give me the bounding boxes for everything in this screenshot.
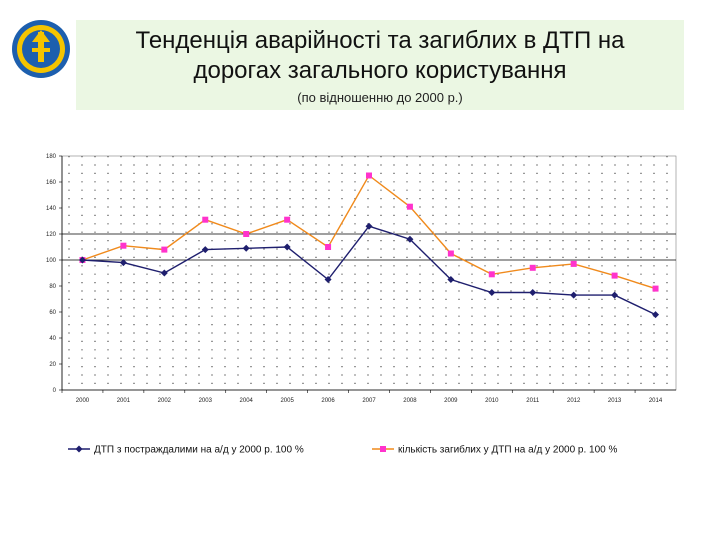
data-point-square (652, 285, 659, 292)
data-point-square (325, 244, 332, 250)
data-point-square (570, 260, 577, 267)
data-point-diamond (75, 445, 83, 453)
x-tick-label: 2011 (526, 398, 540, 404)
data-point-diamond (242, 244, 250, 252)
data-point-square (243, 231, 250, 237)
y-tick-label: 40 (49, 336, 56, 342)
data-point-diamond (611, 291, 619, 299)
data-point-square (120, 242, 127, 249)
x-tick-label: 2007 (362, 398, 376, 404)
y-tick-label: 120 (46, 232, 57, 238)
data-point-square (611, 272, 618, 279)
x-tick-label: 2002 (158, 398, 172, 404)
data-point-square (488, 271, 495, 278)
legend-label: ДТП з постраждалими на а/д у 2000 р. 100… (94, 445, 304, 456)
x-tick-label: 2001 (117, 398, 131, 404)
chart-legend: ДТП з постраждалими на а/д у 2000 р. 100… (68, 444, 617, 456)
page-title-line1: Тенденція аварійності та загиблих в ДТП … (135, 27, 625, 54)
data-point-diamond (78, 256, 86, 264)
data-point-diamond (406, 235, 414, 243)
y-tick-label: 100 (46, 258, 57, 264)
y-tick-label: 140 (46, 206, 57, 212)
tick-labels: 0 20 40 60 80 100 120 140 160 180 2000 2001 2002 2003… (46, 154, 663, 404)
data-point-square (380, 446, 386, 452)
x-tick-label: 2005 (280, 398, 294, 404)
data-point-diamond (570, 291, 578, 299)
plot-area (61, 155, 677, 391)
title-panel: Тенденція аварійності та загиблих в ДТП … (76, 20, 684, 110)
x-tick-label: 2008 (403, 398, 417, 404)
chart-series (78, 172, 660, 319)
x-tick-label: 2010 (485, 398, 499, 404)
x-tick-label: 2012 (567, 398, 581, 404)
data-point-square (447, 250, 454, 257)
y-tick-label: 0 (53, 388, 57, 394)
x-tick-label: 2000 (76, 398, 90, 404)
data-point-square (366, 172, 372, 179)
x-tick-label: 2003 (199, 398, 213, 404)
data-point-diamond (488, 289, 496, 296)
x-tick-label: 2004 (240, 398, 254, 404)
data-point-square (284, 216, 291, 223)
data-point-diamond (160, 269, 168, 277)
plot-frame (61, 155, 677, 391)
road-agency-emblem-icon (12, 20, 70, 78)
legend-label: кількість загиблих у ДТП на а/д у 2000 р… (398, 444, 617, 456)
data-point-diamond (652, 311, 660, 319)
y-tick-label: 20 (49, 362, 56, 368)
x-tick-label: 2006 (321, 398, 335, 404)
data-point-diamond (447, 276, 455, 283)
data-point-diamond (365, 222, 373, 230)
data-point-square (406, 203, 413, 210)
data-point-diamond (283, 243, 291, 251)
page-title-line2: дорогах загального користування (193, 57, 567, 84)
y-tick-label: 160 (46, 180, 57, 186)
data-point-diamond (324, 276, 332, 283)
x-tick-label: 2013 (608, 398, 622, 404)
data-point-square (202, 216, 209, 223)
y-tick-label: 60 (49, 310, 56, 316)
data-point-square (161, 246, 168, 253)
data-point-diamond (119, 259, 127, 267)
trend-line-chart: 0 20 40 60 80 100 120 140 160 180 2000 2001 2002 2003… (46, 154, 677, 456)
y-tick-label: 180 (46, 154, 57, 160)
chart-axes (59, 155, 676, 393)
data-point-diamond (201, 246, 209, 254)
road-agency-logo (10, 18, 72, 80)
x-tick-label: 2014 (649, 398, 663, 404)
page-subtitle: (по відношенню до 2000 р.) (297, 90, 463, 105)
y-tick-label: 80 (49, 284, 56, 290)
x-tick-label: 2009 (444, 398, 458, 404)
data-point-square (529, 264, 536, 271)
data-point-diamond (529, 289, 537, 296)
